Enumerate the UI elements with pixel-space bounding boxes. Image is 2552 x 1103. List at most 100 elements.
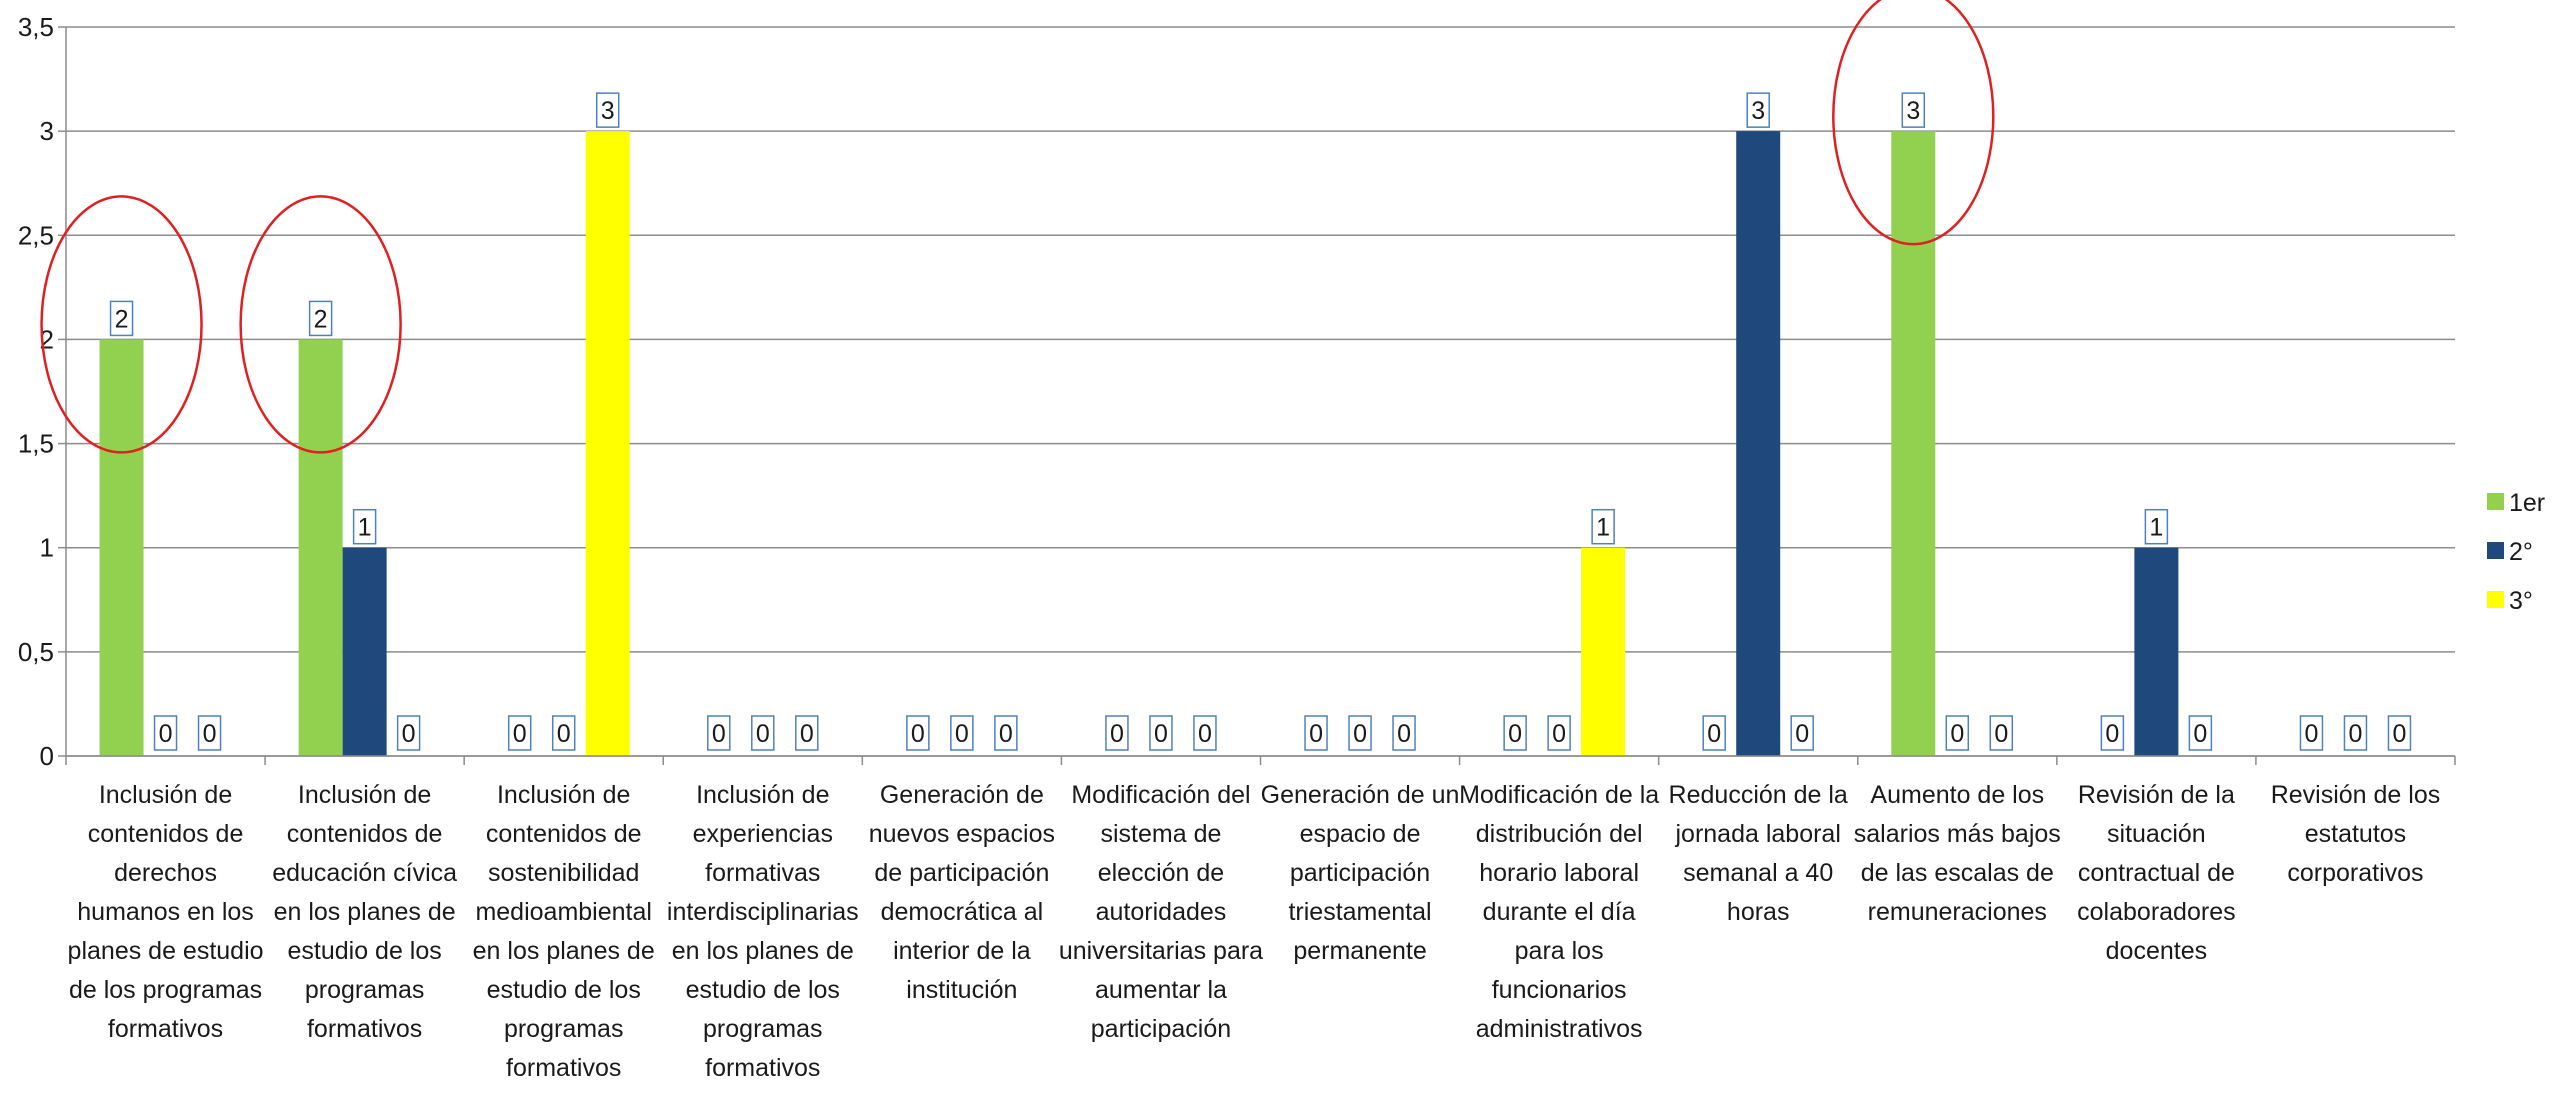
x-category-label-line: medioambiental — [475, 898, 652, 926]
x-category-label-line: de las escalas de — [1861, 859, 2054, 887]
data-label-box — [2343, 715, 2368, 751]
x-category-label-line: contractual de — [2078, 859, 2235, 887]
data-label-box — [950, 715, 974, 751]
bar — [585, 131, 630, 757]
data-label-box — [1304, 715, 1328, 751]
data-label-box — [1547, 715, 1571, 751]
x-category-label-line: contenidos de — [287, 820, 443, 848]
data-label: 1 — [1596, 514, 1610, 542]
data-label: 0 — [1707, 720, 1721, 748]
x-category-label-line: Inclusión de — [696, 781, 829, 809]
bar — [2134, 547, 2179, 756]
x-category-label-line: horas — [1727, 898, 1790, 926]
data-label-box — [153, 715, 178, 751]
data-labels: 2 0 0 2 1 0 0 0 3 0 0 0 0 0 0 0 0 0 0 0 0 0 0 1 0 3 0 3 0 0 0 1 0 0 0 0 — [109, 92, 2412, 751]
x-category-label-line: triestamental — [1288, 898, 1431, 926]
data-label-box — [197, 715, 222, 751]
data-label: 3 — [1751, 97, 1765, 125]
y-axis-ticks: 00,511,522,533,5 — [18, 12, 66, 771]
data-label: 0 — [712, 720, 726, 748]
y-tick-label: 0,5 — [18, 637, 54, 667]
x-category-label-line: espacio de — [1300, 820, 1421, 848]
x-category-label-line: elección de — [1098, 859, 1224, 887]
x-category-label-line: interior de la — [893, 937, 1031, 965]
x-category-label-line: programas — [504, 1015, 624, 1043]
x-category-label-line: estudio de los — [487, 976, 641, 1004]
bar — [342, 547, 387, 756]
data-label: 0 — [402, 720, 416, 748]
y-tick-label: 0 — [40, 741, 54, 771]
data-label-box — [1746, 92, 1770, 128]
data-label: 0 — [1198, 720, 1212, 748]
x-category-label-line: horario laboral — [1479, 859, 1639, 887]
annotations — [40, 0, 1995, 454]
data-label: 0 — [159, 720, 173, 748]
x-category-label-line: Inclusión de — [99, 781, 232, 809]
x-category-label-line: sostenibilidad — [488, 859, 640, 887]
x-category-label-line: durante el día — [1483, 898, 1636, 926]
x-category-label: Reducción de la jornada laboral semanal a … — [1669, 781, 1848, 926]
data-label: 3 — [601, 97, 615, 125]
y-tick-label: 1,5 — [18, 429, 54, 459]
data-label: 0 — [2105, 720, 2119, 748]
data-label: 0 — [1795, 720, 1809, 748]
x-category-label: Generación de nuevos espacios de participa… — [869, 781, 1055, 1004]
x-category-label-line: salarios más bajos — [1854, 820, 2061, 848]
x-category-label-line: para los — [1515, 937, 1604, 965]
data-label-box — [595, 92, 620, 128]
data-label: 0 — [800, 720, 814, 748]
x-category-label-line: en los planes de — [672, 937, 854, 965]
x-category-label-line: sistema de — [1101, 820, 1222, 848]
x-category-label-line: educación cívica — [272, 859, 457, 887]
y-tick-label: 2,5 — [18, 220, 54, 250]
data-label: 0 — [1950, 720, 1964, 748]
x-category-label-line: formativos — [705, 1054, 820, 1082]
data-label: 3 — [1906, 97, 1920, 125]
data-label: 0 — [1397, 720, 1411, 748]
x-category-label-line: Generación de un — [1261, 781, 1460, 809]
x-category-label: Modificación del sistema de elección de aut… — [1059, 781, 1263, 1043]
data-label: 0 — [2349, 720, 2363, 748]
data-label: 0 — [203, 720, 217, 748]
legend-label: 1er — [2509, 489, 2545, 517]
x-category-label: Inclusión de contenidos de derechos humanos… — [68, 781, 264, 1043]
legend-swatch — [2487, 493, 2504, 510]
legend-label: 2° — [2509, 538, 2533, 566]
x-category-label-line: Reducción de la — [1669, 781, 1848, 809]
category-labels: Inclusión de contenidos de derechos humanos… — [68, 781, 2441, 1082]
x-category-label-line: derechos — [114, 859, 217, 887]
data-label: 0 — [2393, 720, 2407, 748]
bar — [1891, 131, 1936, 757]
x-category-label-line: programas — [703, 1015, 823, 1043]
x-category-label: Revisión de la situación contractual de col… — [2077, 781, 2235, 965]
x-category-label-line: funcionarios — [1492, 976, 1627, 1004]
data-label: 0 — [1353, 720, 1367, 748]
x-category-label-line: en los planes de — [473, 937, 655, 965]
data-label: 0 — [513, 720, 527, 748]
data-label: 0 — [2193, 720, 2207, 748]
data-label: 0 — [2305, 720, 2319, 748]
data-label: 0 — [1552, 720, 1566, 748]
data-label-box — [1591, 508, 1615, 545]
x-category-label-line: humanos en los — [77, 898, 254, 926]
data-label-box — [396, 715, 421, 751]
x-category-label: Aumento de los salarios más bajos de las e… — [1854, 781, 2061, 926]
x-category-label-line: autoridades — [1096, 898, 1227, 926]
x-category-label-line: Aumento de los — [1870, 781, 2044, 809]
x-category-label: Inclusión de contenidos de educación cívic… — [272, 781, 457, 1043]
data-label-box — [1503, 715, 1527, 751]
data-label-box — [352, 508, 377, 545]
data-label: 0 — [1508, 720, 1522, 748]
data-label-box — [1348, 715, 1372, 751]
data-label: 0 — [955, 720, 969, 748]
data-label: 0 — [756, 720, 770, 748]
data-label-box — [1989, 715, 2014, 751]
x-category-label-line: estudio de los — [686, 976, 840, 1004]
legend-label: 3° — [2509, 587, 2533, 615]
x-category-label-line: remuneraciones — [1868, 898, 2047, 926]
data-label-box — [507, 715, 532, 751]
x-category-label-line: semanal a 40 — [1683, 859, 1833, 887]
data-label-box — [1945, 715, 1970, 751]
legend: 1er 2° 3° — [2487, 489, 2545, 615]
